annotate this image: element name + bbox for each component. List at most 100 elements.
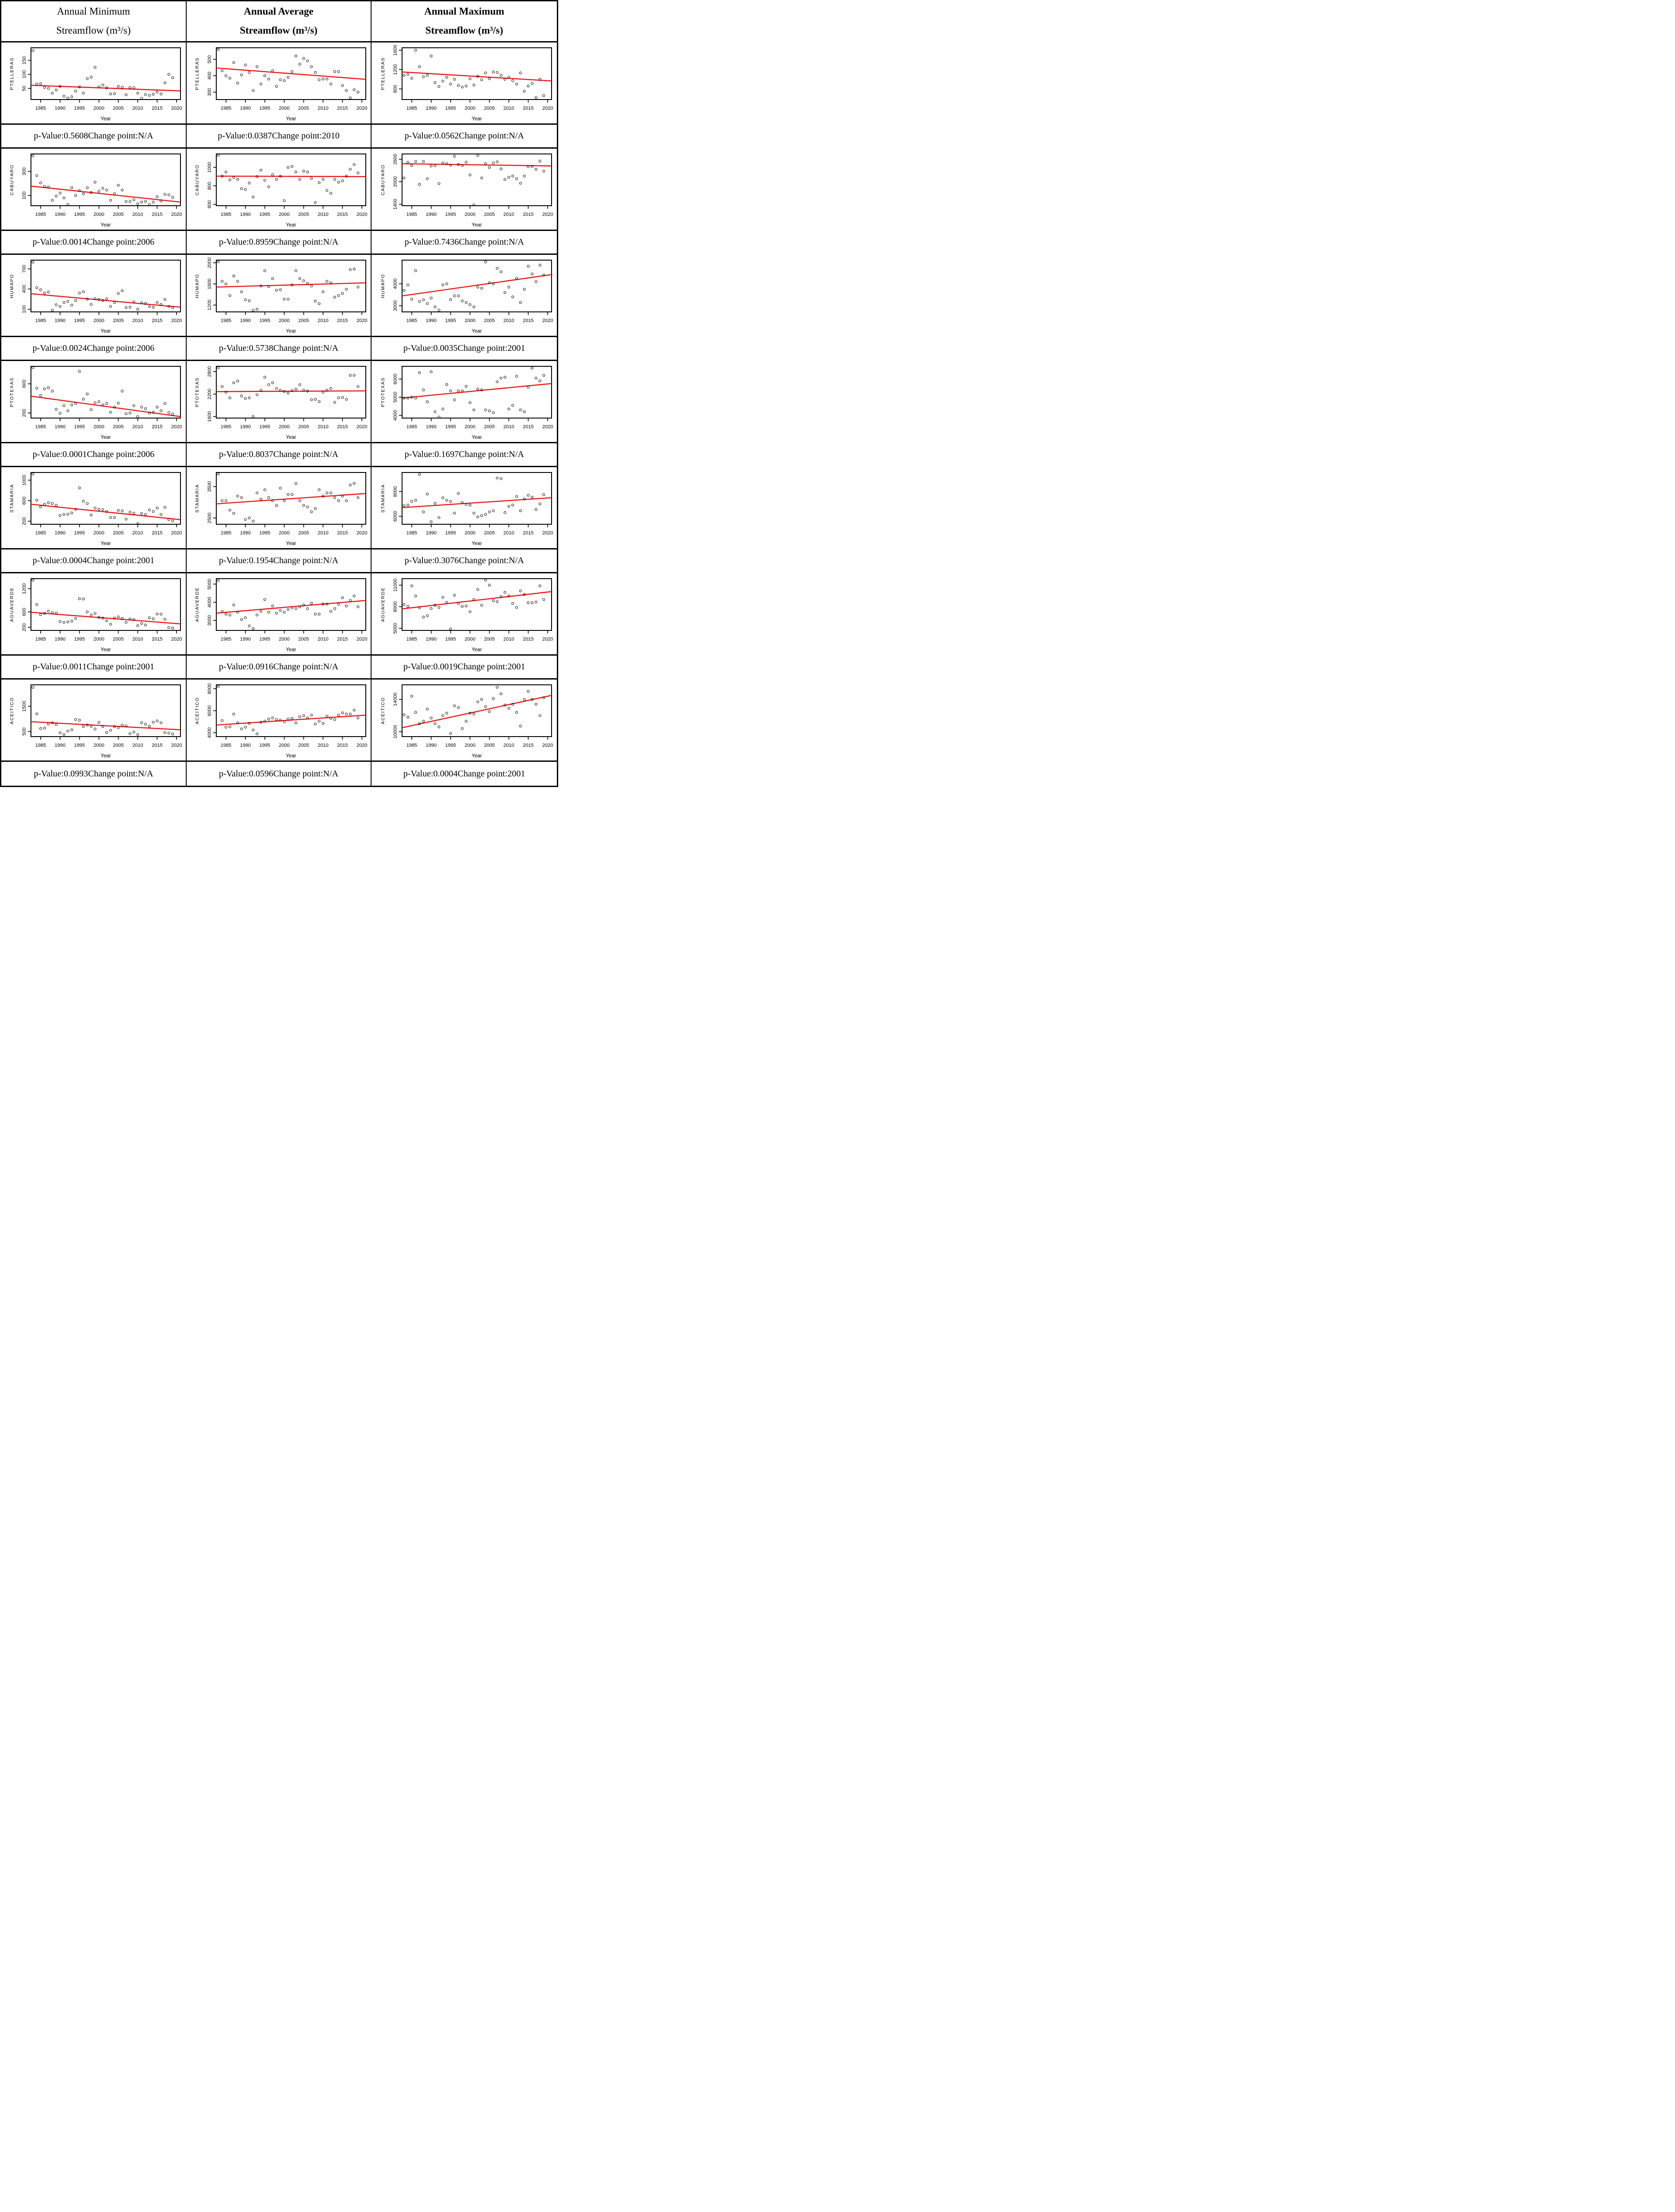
data-point (507, 76, 510, 79)
data-point (302, 57, 305, 60)
data-point (51, 611, 54, 614)
data-point (534, 508, 537, 511)
data-point (279, 78, 282, 81)
data-point (35, 286, 38, 289)
data-point (263, 74, 266, 77)
change-point-value: 2001 (507, 662, 525, 672)
data-point (94, 727, 97, 730)
data-point (291, 389, 294, 392)
plot-row-aceitico: 500 1500 ACEITICO 1985 1990 1995 2000 2005 2010 2… (1, 680, 557, 762)
y-tick-label: 8000 (393, 486, 398, 496)
data-point (160, 199, 163, 202)
data-point (456, 294, 460, 297)
data-point (70, 511, 73, 514)
data-point (228, 725, 231, 728)
data-point (422, 75, 425, 78)
data-point (491, 161, 494, 164)
data-point (422, 388, 425, 391)
data-point (491, 70, 494, 73)
data-point (488, 409, 491, 412)
data-point (538, 714, 541, 717)
data-point (94, 297, 97, 300)
data-point (140, 512, 143, 515)
data-point (294, 482, 297, 485)
data-point (291, 70, 294, 73)
data-point (271, 381, 274, 384)
data-points (217, 366, 360, 418)
data-point (271, 173, 274, 176)
x-tick-label: 1995 (445, 318, 456, 323)
data-point (105, 188, 108, 192)
pvalue-cell-aguaverde-avg: p-Value: 0.0916 Change point: N/A (186, 656, 372, 680)
x-tick-label: 1995 (259, 743, 270, 748)
data-point (117, 292, 120, 295)
data-point (117, 184, 120, 187)
x-tick-label: 2010 (503, 424, 514, 430)
plot-cell-ptelleras-max: 800 1200 1600 PTELLERAS 1985 1990 1995 2000 2005… (372, 42, 557, 125)
data-point (495, 476, 498, 479)
data-point (144, 200, 147, 203)
x-tick-label: 1985 (221, 637, 231, 642)
plot-row-aguaverde: 200 600 1200 AGUAVERDE 1985 1990 1995 2000 2005 2… (1, 573, 557, 656)
data-point (59, 411, 62, 415)
plot-cell-humapo-max: 3000 4000 HUMAPO 1985 1990 1995 2000 2005 2010 20… (372, 255, 557, 337)
scatter-plot-ptelleras-max: 800 1200 1600 PTELLERAS 1985 1990 1995 2000 2005… (380, 45, 553, 122)
data-point (333, 496, 336, 499)
x-tick-label: 1990 (55, 318, 65, 323)
data-point (329, 387, 332, 390)
data-point (121, 617, 124, 620)
data-point (283, 499, 286, 502)
data-point (94, 612, 97, 615)
p-value-number: 0.0001 (62, 449, 87, 459)
data-point (329, 717, 332, 720)
x-tick-label: 1985 (221, 212, 231, 217)
x-tick-label: 1990 (425, 212, 436, 217)
data-point (113, 405, 116, 408)
data-point (144, 407, 147, 410)
data-point (55, 303, 58, 306)
data-point (310, 398, 313, 401)
data-point (82, 192, 85, 195)
data-point (221, 499, 224, 502)
data-point (105, 619, 108, 622)
change-point-label: Change point: (457, 768, 508, 779)
x-tick-label: 2000 (279, 106, 289, 111)
data-point (259, 169, 262, 172)
data-point (456, 492, 460, 495)
data-point (538, 77, 541, 81)
data-point (333, 296, 336, 299)
x-tick-label: 2000 (464, 318, 475, 323)
y-tick-label: 600 (207, 200, 212, 208)
y-axis-label: ACEITICO (9, 697, 15, 724)
data-point (156, 195, 159, 198)
data-point (47, 386, 50, 389)
data-point (523, 288, 526, 291)
data-point (341, 84, 344, 87)
y-axis-label: CABUYARO (9, 164, 15, 195)
x-tick-label: 2020 (171, 743, 182, 748)
plot-cell-ptelleras-min: 50 100 150 PTELLERAS 1985 1990 1995 2000 2005 201… (1, 42, 187, 125)
data-point (140, 200, 143, 204)
pvalue-cell-ptelleras-min: p-Value: 0.5608 Change point: N/A (1, 125, 187, 149)
x-axis-title: Year (286, 541, 296, 546)
x-tick-label: 2020 (542, 424, 553, 430)
data-point (306, 59, 309, 62)
data-point (156, 507, 159, 509)
data-point (503, 77, 506, 81)
data-point (47, 185, 50, 188)
plot-cell-aguaverde-max: 5000 8000 11000 AGUAVERDE 1985 1990 1995 2000 20… (372, 573, 557, 656)
p-value-label: p-Value: (404, 449, 435, 459)
change-point-value: 2010 (322, 131, 340, 141)
data-point (59, 514, 62, 517)
x-tick-label: 2000 (279, 318, 289, 323)
data-point (78, 718, 81, 722)
x-tick-label: 2010 (318, 106, 328, 111)
y-tick-label: 2000 (393, 176, 398, 187)
change-point-value: N/A (323, 556, 338, 565)
x-tick-label: 2010 (503, 530, 514, 536)
data-point (538, 584, 541, 587)
data-point (240, 727, 243, 730)
data-point (156, 301, 159, 304)
data-point (542, 696, 545, 699)
change-point-value: 2006 (137, 237, 155, 247)
